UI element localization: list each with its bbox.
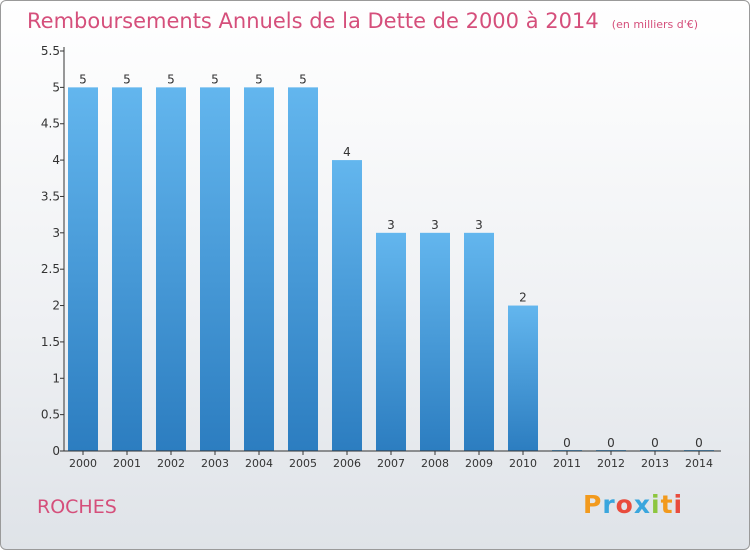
bar-2007	[376, 232, 406, 451]
data-label-2009: 3	[475, 218, 483, 232]
data-label-2011: 0	[563, 436, 571, 450]
data-label-2013: 0	[651, 436, 659, 450]
data-label-2008: 3	[431, 218, 439, 232]
logo-letter-0: P	[583, 490, 603, 519]
logo-letter-6: i	[673, 490, 684, 519]
y-tick-label-2.5: 2.5	[41, 262, 60, 276]
x-tick-label-2011: 2011	[553, 457, 581, 470]
bar-2008	[420, 232, 450, 451]
data-label-2007: 3	[387, 218, 395, 232]
bar-2001	[112, 87, 142, 451]
logo-letter-3: x	[633, 490, 651, 519]
data-labels-group: 5 5 5 5 5 5 4 3 3 3 2 0 0 0 0	[79, 72, 703, 450]
x-tick-label-2013: 2013	[641, 457, 669, 470]
x-tick-label-2006: 2006	[333, 457, 361, 470]
x-tick-label-2008: 2008	[421, 457, 449, 470]
logo-letter-2: o	[615, 490, 634, 519]
x-tick-label-2000: 2000	[69, 457, 97, 470]
bar-2000	[68, 87, 98, 451]
title-row: Remboursements Annuels de la Dette de 20…	[27, 9, 698, 33]
chart-unit: (en milliers d'€)	[611, 18, 699, 31]
data-label-2003: 5	[211, 72, 219, 86]
commune-name: ROCHES	[37, 496, 117, 518]
logo-letter-5: t	[660, 490, 674, 519]
axes-group: 2000 2001 2002 2003 2004 2005 2006 2007 2008 2009…	[41, 44, 721, 470]
x-tick-label-2012: 2012	[597, 457, 625, 470]
y-tick-label-4: 4	[52, 153, 60, 167]
bar-2002	[156, 87, 186, 451]
y-tick-label-5.5: 5.5	[41, 44, 60, 58]
x-tick-label-2010: 2010	[509, 457, 537, 470]
x-tick-label-2005: 2005	[289, 457, 317, 470]
bar-2010	[508, 305, 538, 451]
y-tick-label-3.5: 3.5	[41, 189, 60, 203]
y-tick-label-3: 3	[52, 226, 60, 240]
x-tick-label-2014: 2014	[685, 457, 713, 470]
data-label-2000: 5	[79, 72, 87, 86]
data-label-2005: 5	[299, 72, 307, 86]
y-tick-label-0.5: 0.5	[41, 408, 60, 422]
data-label-2004: 5	[255, 72, 263, 86]
data-label-2014: 0	[695, 436, 703, 450]
data-label-2012: 0	[607, 436, 615, 450]
data-label-2006: 4	[343, 145, 351, 159]
y-tick-label-1.5: 1.5	[41, 335, 60, 349]
x-tick-label-2002: 2002	[157, 457, 185, 470]
data-label-2010: 2	[519, 291, 527, 305]
y-tick-label-0: 0	[52, 444, 60, 458]
y-tick-label-1: 1	[52, 371, 60, 385]
x-tick-label-2009: 2009	[465, 457, 493, 470]
bar-2005	[288, 87, 318, 451]
data-label-2001: 5	[123, 72, 131, 86]
logo-letter-4: i	[651, 490, 661, 519]
data-label-2002: 5	[167, 72, 175, 86]
bars-group	[68, 87, 714, 451]
bar-2004	[244, 87, 274, 451]
x-tick-label-2004: 2004	[245, 457, 273, 470]
bar-2009	[464, 232, 494, 451]
proxiti-logo: Proxiti	[583, 490, 683, 519]
chart-title: Remboursements Annuels de la Dette de 20…	[27, 9, 599, 33]
y-tick-label-2: 2	[52, 299, 60, 313]
logo-letter-1: r	[602, 490, 616, 519]
y-tick-label-5: 5	[52, 80, 60, 94]
x-tick-label-2003: 2003	[201, 457, 229, 470]
bar-2003	[200, 87, 230, 451]
y-tick-label-4.5: 4.5	[41, 117, 60, 131]
x-tick-label-2001: 2001	[113, 457, 141, 470]
bar-2006	[332, 160, 362, 451]
x-tick-label-2007: 2007	[377, 457, 405, 470]
